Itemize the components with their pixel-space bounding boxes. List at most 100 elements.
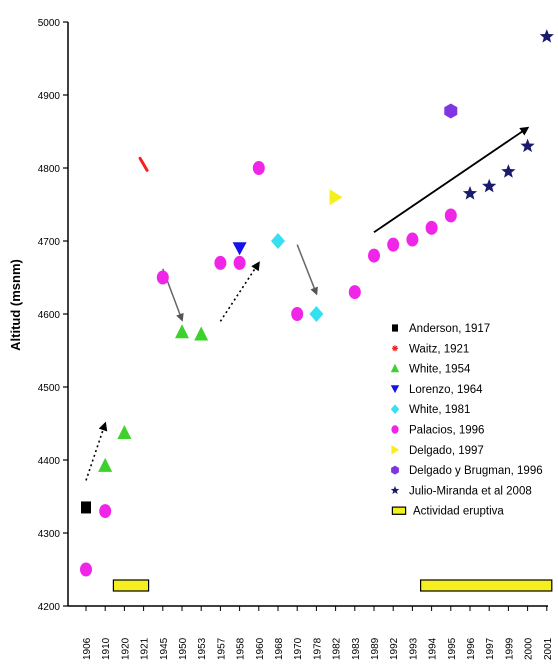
legend-label: White, 1954 — [409, 364, 471, 376]
x-tick-label: 1957 — [216, 637, 227, 660]
y-ticks: 4200 4300 4400 4500 4600 4700 4800 4900 5000 — [38, 18, 68, 613]
y-axis-label: Altitud (msnm) — [8, 259, 23, 351]
legend-label: White, 1981 — [409, 404, 470, 416]
data-point-waitz-1921 — [138, 156, 149, 172]
data-point — [81, 501, 91, 514]
data-point — [117, 424, 132, 439]
data-point — [80, 562, 92, 577]
legend-swatch — [391, 445, 400, 455]
y-tick-label: 4400 — [38, 456, 61, 467]
data-point — [406, 232, 419, 247]
legend-label: Lorenzo, 1964 — [409, 384, 483, 396]
x-tick-label: 1982 — [332, 637, 343, 660]
x-tick-label: 1994 — [428, 637, 439, 660]
legend-item: Palacios, 1996 — [391, 425, 484, 437]
x-tick-label: 1945 — [159, 637, 170, 660]
data-point — [98, 457, 113, 472]
legend-item: Delgado y Brugman, 1996 — [391, 465, 543, 477]
legend-label: Palacios, 1996 — [409, 425, 484, 437]
legend-label: Waitz, 1921 — [409, 343, 469, 355]
x-tick-label: 1989 — [370, 637, 381, 660]
data-point — [329, 189, 343, 206]
data-point — [232, 242, 247, 256]
legend-item: White, 1981 — [390, 404, 470, 416]
data-point — [156, 270, 169, 285]
legend-swatch — [390, 404, 400, 414]
data-point — [444, 103, 458, 119]
x-tick-label: 1968 — [274, 637, 285, 660]
legend-swatch — [391, 506, 407, 515]
legend-item: Waitz, 1921 — [392, 343, 469, 355]
data-point — [271, 233, 285, 249]
legend-item: White, 1954 — [390, 363, 471, 376]
data-point — [291, 307, 304, 321]
legend-label: Delgado, 1997 — [409, 445, 484, 457]
legend-swatch — [391, 465, 399, 475]
x-tick-label: 1958 — [236, 637, 247, 660]
data-point — [348, 285, 361, 300]
legend-swatch — [390, 385, 400, 394]
x-tick-label: 1906 — [82, 637, 93, 660]
legend-label: Delgado y Brugman, 1996 — [409, 465, 543, 477]
y-tick-label: 4500 — [38, 383, 61, 394]
x-tick-label: 1950 — [178, 637, 189, 660]
data-point — [520, 138, 535, 153]
data-point — [194, 326, 209, 341]
data-point — [387, 237, 400, 252]
legend-swatch — [392, 345, 398, 352]
axes — [67, 22, 548, 607]
x-tick-label: 1953 — [197, 637, 208, 660]
data-point — [482, 178, 497, 193]
data-point — [368, 248, 380, 263]
data-point — [233, 255, 246, 270]
x-tick-label: 1999 — [504, 637, 515, 660]
legend-label: Anderson, 1917 — [409, 323, 490, 335]
data-point — [175, 324, 189, 339]
y-tick-label: 4300 — [38, 529, 61, 540]
y-tick-label: 4800 — [38, 164, 61, 175]
trend-arrow — [296, 244, 318, 296]
x-tick-label: 1992 — [389, 637, 400, 660]
data-point — [214, 255, 227, 270]
legend-item: Lorenzo, 1964 — [390, 384, 483, 396]
x-tick-label: 1996 — [466, 637, 477, 660]
x-tick-label: 1910 — [101, 637, 112, 660]
x-tick-label: 2000 — [524, 637, 535, 660]
legend-item: Actividad eruptiva — [391, 506, 504, 518]
x-tick-label: 1993 — [408, 637, 419, 660]
data-point — [539, 29, 554, 43]
y-tick-label: 5000 — [38, 18, 61, 29]
x-tick-label: 1995 — [447, 637, 458, 660]
data-point — [99, 504, 112, 519]
legend-item: Anderson, 1917 — [392, 323, 490, 335]
legend-swatch — [390, 485, 400, 495]
eruption-bar — [112, 579, 150, 592]
x-tick-label: 1970 — [293, 637, 304, 660]
y-tick-label: 4200 — [38, 602, 61, 613]
y-tick-label: 4700 — [38, 237, 61, 248]
legend-label: Julio-Miranda et al 2008 — [409, 485, 532, 497]
trend-arrow-dotted — [219, 261, 260, 322]
y-tick-label: 4900 — [38, 91, 61, 102]
y-tick-label: 4600 — [38, 310, 61, 321]
data-point — [425, 220, 438, 235]
data-point — [462, 186, 478, 200]
x-tick-label: 1978 — [312, 637, 323, 660]
data-point — [252, 161, 265, 175]
legend-swatch — [391, 425, 399, 434]
eruption-bar — [420, 579, 553, 592]
x-tick-label: 1983 — [351, 637, 362, 660]
eruption-bars — [112, 579, 553, 592]
x-tick-label: 1920 — [120, 637, 131, 660]
legend-item: Delgado, 1997 — [391, 445, 484, 457]
x-tick-label: 1997 — [485, 637, 496, 660]
legend-swatch — [390, 363, 400, 373]
trend-arrow — [373, 126, 530, 233]
x-tick-label: 1921 — [140, 637, 151, 660]
trend-arrow-dotted — [85, 421, 108, 481]
legend-item: Julio-Miranda et al 2008 — [390, 485, 532, 497]
x-tick-label: 1960 — [255, 637, 266, 660]
legend-label: Actividad eruptiva — [413, 506, 504, 518]
data-point — [444, 208, 457, 223]
x-tick-label: 2001 — [543, 637, 554, 660]
